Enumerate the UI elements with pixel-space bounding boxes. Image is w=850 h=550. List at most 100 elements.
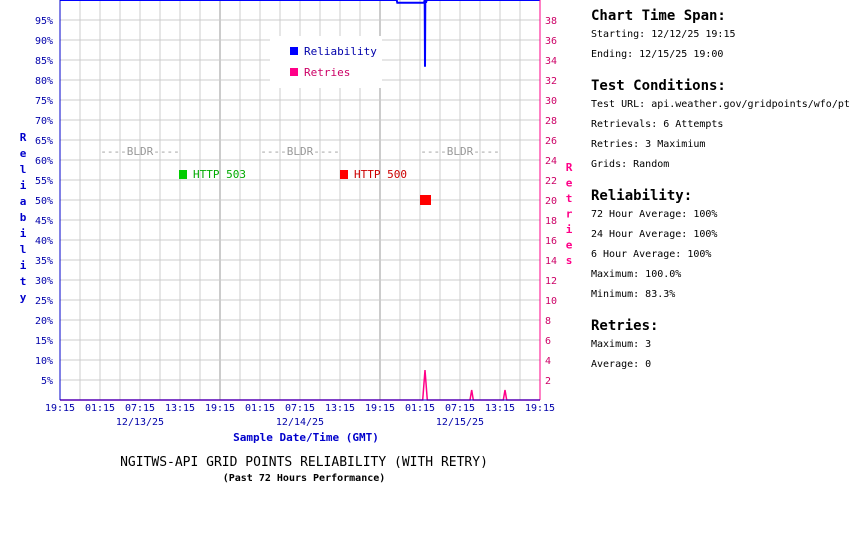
y-tick-label: 55% [35, 176, 53, 187]
x-tick-label: 07:15 [125, 403, 155, 414]
y-axis-label-char: i [20, 179, 27, 192]
y-tick-label: 85% [35, 56, 53, 67]
reliability-heading: Reliability: [591, 188, 693, 204]
legend-swatch-retries [290, 68, 298, 76]
y-axis-label-char: y [20, 291, 27, 304]
legend-box [270, 36, 382, 88]
legend-swatch-reliability [290, 47, 298, 55]
event-label-http-500: HTTP 500 [354, 168, 407, 181]
event-swatch-http-503 [179, 170, 187, 179]
y-axis-label-char: t [20, 275, 27, 288]
y-tick-label: 80% [35, 76, 53, 87]
x-tick-label: 01:15 [245, 403, 275, 414]
y2-tick-label: 30 [545, 96, 557, 107]
event-swatch-http-500 [340, 170, 348, 179]
y-tick-label: 30% [35, 276, 53, 287]
y2-tick-label: 24 [545, 156, 557, 167]
avg-6-text: 6 Hour Average: 100% [591, 249, 712, 260]
y2-tick-label: 32 [545, 76, 557, 87]
y2-tick-label: 26 [545, 136, 557, 147]
legend-label-reliability: Reliability [304, 45, 377, 58]
x-tick-label: 19:15 [45, 403, 75, 414]
x-tick-label: 07:15 [285, 403, 315, 414]
series-line-retries [60, 369, 540, 401]
y-tick-label: 75% [35, 96, 53, 107]
event-markers: HTTP 503 HTTP 500 [179, 168, 407, 181]
y-tick-label: 20% [35, 316, 53, 327]
bldr-annotations: ----BLDR---- ----BLDR---- ----BLDR---- [100, 145, 499, 158]
y-tick-label: 70% [35, 116, 53, 127]
retries-condition-text: Retries: 3 Maximium [591, 139, 706, 150]
y2-tick-label: 36 [545, 36, 557, 47]
y-axis-label-char: i [20, 227, 27, 240]
y2-tick-label: 4 [545, 356, 551, 367]
y2-axis-label-char: r [566, 208, 573, 221]
x-axis-label: Sample Date/Time (GMT) [233, 431, 379, 444]
y2-axis-label-char: R [566, 161, 573, 174]
y-tick-label: 15% [35, 336, 53, 347]
y-axis-label-char: b [20, 211, 27, 224]
y-tick-label: 35% [35, 256, 53, 267]
y-tick-label: 95% [35, 16, 53, 27]
y-axis-label-char: e [20, 147, 27, 160]
x-tick-label: 19:15 [205, 403, 235, 414]
x-tick-label: 19:15 [525, 403, 555, 414]
retries-average-text: Average: 0 [591, 359, 652, 370]
retries-maximum-text: Maximum: 3 [591, 339, 652, 350]
y-axis-label-char: i [20, 259, 27, 272]
maximum-text: Maximum: 100.0% [591, 269, 682, 280]
y-tick-label: 25% [35, 296, 53, 307]
y2-tick-label: 34 [545, 56, 557, 67]
y-tick-label: 90% [35, 36, 53, 47]
y-tick-label: 50% [35, 196, 53, 207]
event-label-http-503: HTTP 503 [193, 168, 246, 181]
chart-axes [59, 0, 541, 401]
y2-tick-label: 38 [545, 16, 557, 27]
y2-tick-label: 18 [545, 216, 557, 227]
bldr-label: ----BLDR---- [100, 145, 179, 158]
y-axis-label-char: l [20, 163, 27, 176]
y-tick-label: 65% [35, 136, 53, 147]
x-tick-label: 13:15 [325, 403, 355, 414]
x-tick-label: 13:15 [485, 403, 515, 414]
grids-text: Grids: Random [591, 159, 670, 170]
chart-title: NGITWS-API GRID POINTS RELIABILITY (WITH… [120, 455, 488, 470]
y2-tick-label: 20 [545, 196, 557, 207]
legend-label-retries: Retries [304, 66, 350, 79]
tick-labels: 5% 10% 15% 20% 25% 30% 35% 40% 45% 50% 55% 60% 65% 70… [35, 16, 557, 428]
y2-tick-label: 22 [545, 176, 557, 187]
retries-heading: Retries: [591, 318, 659, 334]
chart-time-span-heading: Chart Time Span: [591, 8, 726, 24]
x-date-label: 12/13/25 [116, 417, 164, 428]
y-tick-label: 45% [35, 216, 53, 227]
y2-axis-label-char: i [566, 223, 573, 236]
x-date-label: 12/15/25 [436, 417, 484, 428]
series-line-reliability [60, 0, 540, 67]
retrievals-text: Retrievals: 6 Attempts [591, 119, 724, 130]
x-tick-label: 01:15 [85, 403, 115, 414]
y2-axis-label-char: t [566, 192, 573, 205]
minimum-text: Minimum: 83.3% [591, 289, 676, 300]
y2-tick-label: 14 [545, 256, 557, 267]
chart-legend: Reliability Retries [270, 36, 382, 88]
y2-tick-label: 8 [545, 316, 551, 327]
x-tick-label: 13:15 [165, 403, 195, 414]
y2-tick-label: 16 [545, 236, 557, 247]
y-tick-label: 40% [35, 236, 53, 247]
bldr-label: ----BLDR---- [420, 145, 499, 158]
y-axis-label-char: a [20, 195, 27, 208]
x-tick-label: 07:15 [445, 403, 475, 414]
ending-text: Ending: 12/15/25 19:00 [591, 49, 724, 60]
y-axis-label-char: R [20, 131, 27, 144]
avg-72-text: 72 Hour Average: 100% [591, 209, 718, 220]
starting-text: Starting: 12/12/25 19:15 [591, 29, 736, 40]
chart-subtitle: (Past 72 Hours Performance) [223, 473, 386, 484]
y2-tick-label: 2 [545, 376, 551, 387]
avg-24-text: 24 Hour Average: 100% [591, 229, 718, 240]
y-tick-label: 60% [35, 156, 53, 167]
y-tick-label: 5% [41, 376, 53, 387]
y2-axis-label-char: s [566, 254, 573, 267]
